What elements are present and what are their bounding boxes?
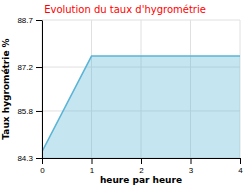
tick-label: 4 (238, 166, 243, 175)
tick-label: 88.7 (17, 16, 33, 25)
x-axis-title: heure par heure (100, 175, 182, 185)
tick-label: 1 (90, 166, 95, 175)
tick-mark (36, 111, 42, 112)
tick-mark (92, 158, 93, 164)
tick: 84.3 (17, 154, 42, 163)
tick-mark (36, 158, 42, 159)
tick-mark (191, 158, 192, 164)
marks (42, 56, 240, 158)
tick-label: 3 (189, 166, 194, 175)
tick: 4 (238, 158, 243, 175)
tick-mark (36, 20, 42, 21)
tick-label: 87.2 (17, 63, 33, 72)
grid (42, 20, 240, 158)
tick-label: 84.3 (17, 154, 33, 163)
tick-label: 0 (40, 166, 45, 175)
tick-mark (141, 158, 142, 164)
tick-mark (240, 158, 241, 164)
x-axis: 0 1 2 3 4 (40, 158, 243, 175)
tick: 1 (90, 158, 95, 175)
tick: 87.2 (17, 63, 42, 72)
tick-mark (36, 67, 42, 68)
tick: 0 (40, 158, 45, 175)
axis-line (42, 21, 43, 159)
title: Evolution du taux d'hygrométrie (44, 4, 206, 15)
tick-mark (42, 158, 43, 164)
tick-label: 85.8 (17, 107, 33, 116)
tick: 3 (189, 158, 194, 175)
tick: 85.8 (17, 107, 42, 116)
grid-line (42, 20, 43, 158)
line (42, 56, 240, 152)
plot: 0 1 2 3 4 84.3 85.8 87.2 88.7 (17, 16, 243, 175)
y-axis: 84.3 85.8 87.2 88.7 (17, 16, 42, 163)
tick: 2 (139, 158, 144, 175)
tick-label: 2 (139, 166, 144, 175)
chart: 0 1 2 3 4 84.3 85.8 87.2 88.7 Evolution du taux d… (0, 0, 250, 188)
y-axis-title: Taux hygrométrie % (1, 38, 11, 139)
area (42, 56, 240, 158)
tick: 88.7 (17, 16, 42, 25)
